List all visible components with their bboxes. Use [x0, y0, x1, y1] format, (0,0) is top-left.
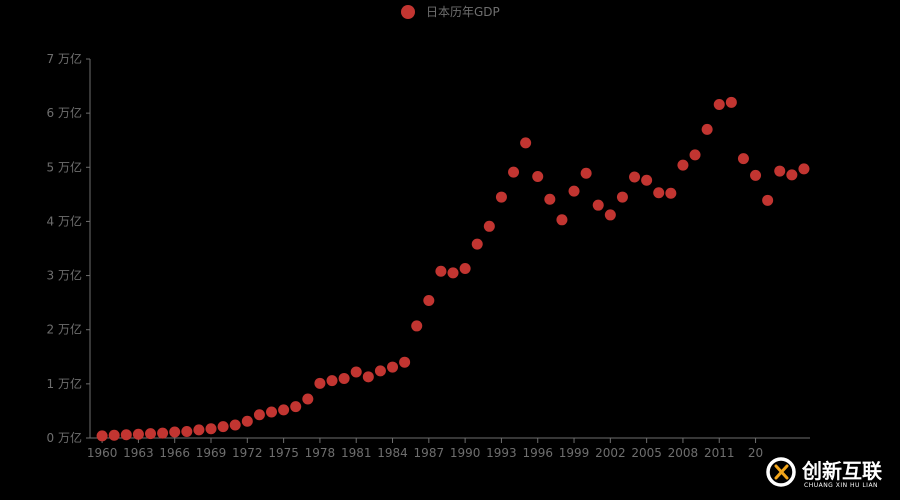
- data-point[interactable]: [774, 165, 786, 177]
- y-tick-label: 7 万亿: [47, 51, 82, 66]
- data-point[interactable]: [653, 187, 665, 199]
- data-point[interactable]: [374, 365, 386, 377]
- data-point[interactable]: [411, 320, 423, 332]
- x-tick-label: 2005: [631, 446, 662, 460]
- x-tick-label: 1984: [377, 446, 408, 460]
- data-point[interactable]: [169, 426, 181, 438]
- x-tick-label: 1987: [414, 446, 445, 460]
- x-tick-label: 2008: [668, 446, 699, 460]
- data-point[interactable]: [520, 137, 532, 149]
- data-point[interactable]: [435, 265, 447, 277]
- y-tick-label: 1 万亿: [47, 376, 82, 391]
- data-point[interactable]: [532, 170, 544, 182]
- data-point[interactable]: [278, 404, 290, 416]
- data-point[interactable]: [689, 149, 701, 161]
- data-point[interactable]: [629, 171, 641, 183]
- data-point[interactable]: [193, 424, 205, 436]
- data-point[interactable]: [762, 194, 774, 206]
- data-point[interactable]: [266, 406, 278, 418]
- data-point[interactable]: [495, 191, 507, 203]
- legend-marker: [401, 5, 415, 19]
- x-tick-label: 1978: [305, 446, 336, 460]
- data-point[interactable]: [508, 166, 520, 178]
- data-point[interactable]: [641, 174, 653, 186]
- data-point[interactable]: [592, 199, 604, 211]
- data-point[interactable]: [387, 361, 399, 373]
- legend-label: 日本历年GDP: [426, 5, 500, 19]
- watermark-main-text: 创新互联: [801, 459, 882, 483]
- data-point[interactable]: [314, 377, 326, 389]
- watermark-logo: 创新互联 CHUANG XIN HU LIAN: [766, 457, 882, 489]
- data-point[interactable]: [108, 429, 120, 441]
- data-point[interactable]: [241, 415, 253, 427]
- x-tick-label: 1963: [123, 446, 154, 460]
- data-point[interactable]: [217, 421, 229, 433]
- x-tick-label: 20: [748, 446, 763, 460]
- y-tick-label: 4 万亿: [47, 213, 82, 228]
- data-point[interactable]: [459, 263, 471, 275]
- data-point[interactable]: [483, 220, 495, 232]
- x-tick-label: 1990: [450, 446, 481, 460]
- x-tick-label: 1972: [232, 446, 263, 460]
- x-tick-label: 1969: [196, 446, 227, 460]
- data-point[interactable]: [713, 98, 725, 110]
- y-tick-label: 6 万亿: [47, 105, 82, 120]
- logo-icon: [766, 457, 796, 487]
- data-point[interactable]: [544, 193, 556, 205]
- watermark-sub-text: CHUANG XIN HU LIAN: [804, 482, 878, 489]
- y-tick-label: 5 万亿: [47, 159, 82, 174]
- data-point[interactable]: [725, 96, 737, 108]
- data-point[interactable]: [302, 393, 314, 405]
- axes: [89, 59, 810, 439]
- x-tick-label: 2002: [595, 446, 626, 460]
- data-point[interactable]: [798, 163, 810, 175]
- data-point[interactable]: [580, 167, 592, 179]
- data-point[interactable]: [471, 238, 483, 250]
- data-point[interactable]: [568, 185, 580, 197]
- y-axis-ticks: 0 万亿 1 万亿 2 万亿 3 万亿 4 万亿 5 万亿 6 万亿 7 万亿: [47, 51, 90, 445]
- data-point[interactable]: [253, 409, 265, 421]
- data-point[interactable]: [737, 153, 749, 165]
- data-point[interactable]: [786, 169, 798, 181]
- y-tick-label: 2 万亿: [47, 322, 82, 337]
- data-point[interactable]: [701, 123, 713, 135]
- x-tick-label: 1960: [87, 446, 118, 460]
- data-point[interactable]: [362, 371, 374, 383]
- x-tick-label: 1981: [341, 446, 372, 460]
- x-tick-label: 2011: [704, 446, 735, 460]
- data-point[interactable]: [750, 169, 762, 181]
- data-point[interactable]: [181, 426, 193, 438]
- data-point[interactable]: [145, 428, 157, 440]
- data-point[interactable]: [677, 159, 689, 171]
- x-tick-label: 1966: [159, 446, 190, 460]
- data-point[interactable]: [604, 209, 616, 221]
- data-point[interactable]: [157, 427, 169, 439]
- data-point[interactable]: [205, 423, 217, 435]
- data-point[interactable]: [229, 419, 241, 431]
- y-tick-label: 3 万亿: [47, 268, 82, 283]
- data-point[interactable]: [399, 356, 411, 368]
- data-point[interactable]: [556, 214, 568, 226]
- y-tick-label: 0 万亿: [47, 430, 82, 445]
- x-tick-label: 1975: [268, 446, 299, 460]
- data-point[interactable]: [665, 187, 677, 199]
- data-point[interactable]: [338, 372, 350, 384]
- data-point[interactable]: [616, 191, 628, 203]
- data-point[interactable]: [120, 429, 132, 441]
- data-points: [96, 96, 810, 442]
- x-tick-label: 1996: [522, 446, 553, 460]
- data-point[interactable]: [447, 267, 459, 279]
- x-axis-ticks: 1960 1963 1966 1969 1972 1975 1978 1981 1984 1987…: [87, 438, 763, 460]
- legend[interactable]: 日本历年GDP: [401, 5, 500, 19]
- data-point[interactable]: [96, 430, 108, 442]
- data-point[interactable]: [132, 428, 144, 440]
- x-tick-label: 1993: [486, 446, 517, 460]
- x-tick-label: 1999: [559, 446, 590, 460]
- data-point[interactable]: [350, 366, 362, 378]
- data-point[interactable]: [326, 375, 338, 387]
- data-point[interactable]: [423, 294, 435, 306]
- data-point[interactable]: [290, 401, 302, 413]
